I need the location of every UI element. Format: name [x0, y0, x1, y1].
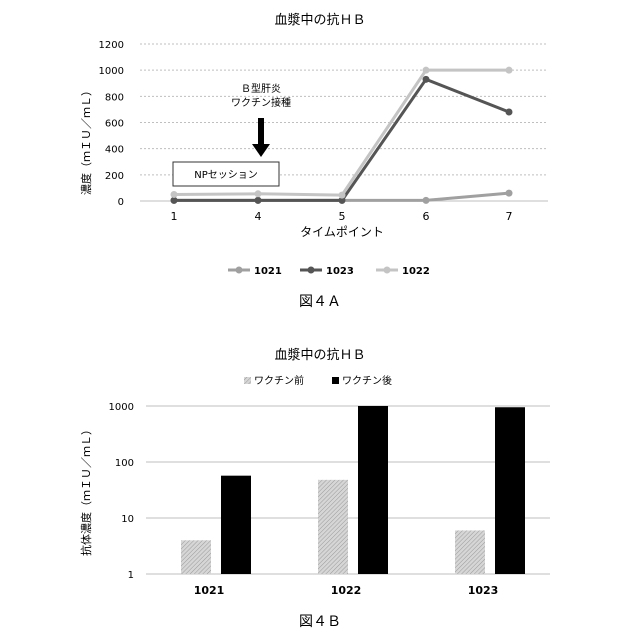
data-point-1022 [255, 190, 262, 197]
legend-swatch-pre [244, 377, 251, 384]
legend-marker-1023 [308, 267, 315, 274]
bar-pre-vaccine [181, 540, 211, 574]
legend-label-pre: ワクチン前 [254, 374, 304, 387]
bar-chart: 血漿中の抗ＨＢ ワクチン前ワクチン後 1101001000 1021102210… [79, 348, 550, 630]
bar-post-vaccine [495, 407, 525, 574]
line-chart-legend: 1021 1023 1022 [228, 266, 430, 277]
line-chart-y-axis-label: 濃度（ｍＩＵ／ｍＬ） [79, 85, 93, 195]
x-tick-label: 6 [423, 210, 430, 223]
bar-pre-vaccine [455, 530, 485, 574]
line-chart: 血漿中の抗ＨＢ 0 200 400 600 800 1000 1200 1 4 5 6 7 濃度（ｍ… [79, 13, 548, 310]
y-tick-label: 100 [115, 458, 134, 469]
figure-4b-caption: 図４Ｂ [299, 614, 341, 630]
y-tick-label: 1 [128, 570, 134, 581]
bar-chart-legend: ワクチン前 ワクチン後 [244, 374, 392, 387]
line-chart-y-ticks: 0 200 400 600 800 1000 1200 [99, 40, 124, 208]
legend-marker-1021 [236, 267, 243, 274]
data-point-1023 [423, 76, 430, 83]
data-point-1021 [506, 190, 513, 197]
y-tick-label: 200 [105, 171, 124, 182]
vaccine-annotation-line2: ワクチン接種 [231, 96, 291, 109]
legend-marker-1022 [384, 267, 391, 274]
vaccine-annotation-line1: Ｂ型肝炎 [241, 82, 281, 95]
bar-chart-title: 血漿中の抗ＨＢ [274, 348, 365, 363]
bar-chart-y-axis-label: 抗体濃度（ｍＩＵ／ｍＬ） [79, 424, 93, 556]
data-point-1022 [506, 67, 513, 74]
x-tick-label: 1 [171, 210, 178, 223]
bar-chart-y-ticks: 1 10 100 1000 [109, 402, 134, 581]
x-tick-label: 4 [255, 210, 262, 223]
data-point-1023 [255, 197, 262, 204]
y-tick-label: 1000 [109, 402, 134, 413]
data-point-1022 [339, 192, 346, 199]
legend-label-1023: 1023 [326, 266, 354, 277]
legend-label-1021: 1021 [254, 266, 282, 277]
vaccine-arrow-icon [252, 118, 270, 157]
data-point-1022 [423, 67, 430, 74]
line-chart-title: 血漿中の抗ＨＢ [274, 13, 365, 28]
y-tick-label: 800 [105, 92, 124, 103]
bar-post-vaccine [221, 476, 251, 574]
legend-label-1022: 1022 [402, 266, 430, 277]
bar-pre-vaccine [318, 480, 348, 574]
x-tick-label: 1021 [194, 584, 225, 597]
y-tick-label: 1000 [99, 66, 124, 77]
bar-chart-x-ticks: 1021 1022 1023 [194, 584, 499, 597]
y-tick-label: 1200 [99, 40, 124, 51]
y-tick-label: 0 [118, 197, 124, 208]
x-tick-label: 7 [506, 210, 513, 223]
line-chart-x-ticks: 1 4 5 6 7 [171, 210, 513, 223]
data-point-1022 [171, 191, 178, 198]
data-point-1021 [423, 197, 430, 204]
line-chart-x-axis-label: タイムポイント [300, 225, 384, 239]
x-tick-label: 5 [339, 210, 346, 223]
bar-post-vaccine [358, 406, 388, 574]
y-tick-label: 10 [121, 514, 134, 525]
y-tick-label: 600 [105, 119, 124, 130]
data-point-1023 [506, 109, 513, 116]
x-tick-label: 1022 [331, 584, 362, 597]
legend-label-post: ワクチン後 [342, 374, 392, 387]
np-session-label: NPセッション [194, 169, 258, 181]
y-tick-label: 400 [105, 145, 124, 156]
legend-swatch-post [332, 377, 339, 384]
x-tick-label: 1023 [468, 584, 499, 597]
figure-4a-caption: 図４Ａ [299, 294, 341, 310]
bar-chart-bars [181, 406, 525, 574]
